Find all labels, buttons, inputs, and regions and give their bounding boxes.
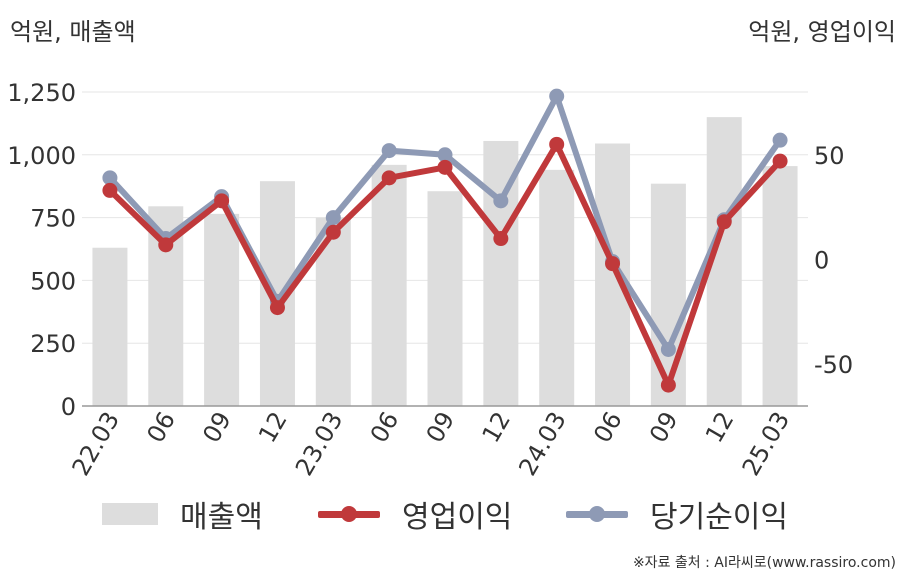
y-right-tick-label: -50 (814, 351, 853, 379)
revenue-bar (595, 143, 631, 406)
operating-income-point (772, 153, 788, 169)
y-left-tick-label: 1,000 (7, 142, 76, 170)
operating-income-point (381, 170, 397, 186)
revenue-bar (539, 169, 575, 406)
net-income-point (660, 341, 676, 357)
operating-income-point (716, 214, 732, 230)
y-left-tick-label: 250 (30, 330, 76, 358)
x-tick-label: 23.03 (290, 407, 349, 481)
y-left-tick-label: 500 (30, 267, 76, 295)
operating-income-point (493, 231, 509, 247)
x-tick-label: 24.03 (513, 407, 572, 481)
x-tick-label: 06 (141, 407, 181, 447)
x-tick-label: 06 (588, 407, 628, 447)
source-note: ※자료 출처 : AI라씨로(www.rassiro.com) (632, 555, 896, 571)
x-tick-label: 06 (365, 407, 405, 447)
operating-income-point (549, 136, 565, 152)
right-axis-unit: 억원, 영업이익 (748, 18, 896, 46)
legend: 매출액 영업이익 당기순이익 (0, 492, 908, 536)
x-tick-label: 09 (197, 407, 237, 447)
y-left-tick-label: 0 (61, 393, 76, 421)
x-tick-label: 25.03 (737, 407, 796, 481)
revenue-bar (427, 191, 463, 406)
x-tick-label: 12 (700, 407, 740, 447)
net-income-point (381, 143, 397, 159)
revenue-bar (371, 164, 407, 406)
legend-item-revenue: 매출액 (102, 492, 263, 536)
profit-lines (102, 88, 788, 393)
y-left-tick-label: 1,250 (7, 79, 76, 107)
legend-label-net-income: 당기순이익 (650, 500, 788, 535)
revenue-bar (762, 166, 798, 406)
legend-item-operating-income: 영업이익 (318, 492, 512, 536)
net-income-point (102, 170, 118, 186)
net-income-point (437, 147, 453, 163)
net-income-point (549, 88, 565, 104)
revenue-bars (92, 117, 798, 407)
operating-income-point (158, 237, 174, 253)
x-tick-label: 09 (421, 407, 461, 447)
y-left-tick-label: 750 (30, 205, 76, 233)
y-right-tick-label: 0 (814, 246, 829, 274)
operating-income-swatch (318, 503, 380, 525)
operating-income-point (102, 182, 118, 198)
x-tick-label: 12 (477, 407, 517, 447)
operating-income-point (437, 159, 453, 175)
operating-income-point (325, 224, 341, 240)
left-axis-unit: 억원, 매출액 (10, 18, 136, 46)
net-income-swatch (566, 503, 628, 525)
legend-label-operating-income: 영업이익 (402, 500, 513, 535)
x-tick-label: 12 (253, 407, 293, 447)
revenue-bar (92, 247, 128, 406)
y-right-tick-label: 50 (814, 142, 845, 170)
operating-income-point (214, 193, 230, 209)
legend-label-revenue: 매출액 (180, 500, 263, 535)
net-income-point (772, 132, 788, 148)
revenue-bar (204, 213, 240, 406)
operating-income-point (269, 300, 285, 316)
net-income-point (493, 193, 509, 209)
legend-item-net-income: 당기순이익 (566, 492, 788, 536)
net-income-point (325, 210, 341, 226)
x-tick-label: 09 (644, 407, 684, 447)
revenue-swatch (102, 503, 158, 525)
operating-income-point (660, 377, 676, 393)
operating-income-point (605, 256, 621, 272)
revenue-bar (650, 183, 686, 406)
